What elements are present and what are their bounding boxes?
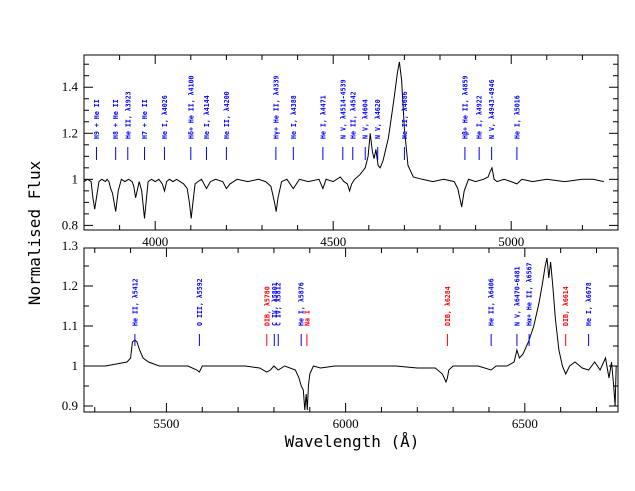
line-id-label: DIB, λ5780 — [263, 286, 271, 326]
x-tick-label: 5500 — [153, 416, 179, 431]
line-id-label: He II, λ4542 — [349, 91, 357, 139]
y-tick-label: 1.3 — [62, 238, 78, 253]
x-axis-title: Wavelength (Å) — [285, 432, 420, 451]
y-axis-title: Normalised Flux — [25, 160, 44, 305]
spectrum-line — [83, 61, 604, 219]
y-tick-label: 0.8 — [62, 217, 78, 232]
line-id-label: C IV, λ5812 — [275, 282, 283, 326]
line-id-label: Hγ+ He II, λ4339 — [272, 75, 280, 139]
line-id-label: He II, λ4686 — [401, 91, 409, 139]
plot-frame — [83, 247, 619, 413]
spectrum-line — [87, 257, 617, 411]
line-id-label: He II, λ4200 — [223, 91, 231, 139]
line-id-label: He I, λ4026 — [161, 95, 169, 139]
line-id-label: H7 + He II — [141, 99, 149, 139]
x-tick-label: 6000 — [333, 416, 359, 431]
line-id-label: He I, λ4922 — [476, 95, 484, 139]
line-id-label: N V, λ6470-6481 — [513, 266, 521, 326]
line-id-label: He I, λ5876 — [298, 282, 306, 326]
y-tick-label: 1 — [72, 171, 79, 186]
line-id-label: N V, λ4620 — [374, 99, 382, 139]
x-tick-label: 4500 — [320, 234, 346, 249]
line-id-label: O III, λ5592 — [196, 278, 204, 326]
y-tick-label: 1.4 — [62, 79, 79, 94]
line-id-label: C IV, λ5801 — [271, 282, 279, 326]
line-id-label: He I, λ4388 — [290, 95, 298, 139]
line-id-label: DIB, λ6284 — [444, 286, 452, 326]
top-panel: 4000 4500 5000 0.8 1 1.2 1.4 H9 + He II H8 + He … — [62, 54, 619, 249]
line-id-label: He II, λ3923 — [124, 91, 132, 139]
y-tick-label: 1 — [72, 358, 79, 373]
line-id-label: He I, λ6678 — [585, 282, 593, 326]
y-tick-label: 0.9 — [62, 398, 78, 413]
line-id-label: He II, λ6406 — [488, 278, 496, 326]
line-id-label: N V, λ4514-4539 — [339, 79, 347, 139]
line-id-label: He I, λ4144 — [203, 95, 211, 139]
bottom-panel: 5500 6000 6500 0.9 1 1.1 1.2 1.3 He II, λ5412 O I… — [62, 238, 619, 431]
x-tick-label: 5000 — [498, 234, 524, 249]
line-id-label: Hβ+ He II, λ4859 — [461, 75, 469, 139]
line-id-label: DIB, λ6614 — [562, 286, 570, 326]
y-tick-label: 1.2 — [62, 125, 78, 140]
x-tick-label: 4000 — [142, 234, 168, 249]
line-id-label: N V, λ4604 — [362, 99, 370, 139]
line-id-label: He I, λ5016 — [513, 95, 521, 139]
line-id-label: Hδ+ He II, λ4100 — [187, 75, 195, 139]
line-id-label: Na I — [303, 310, 311, 326]
line-id-label: He II, λ5412 — [131, 278, 139, 326]
x-tick-label: 6500 — [512, 416, 538, 431]
line-id-label: H9 + He II — [93, 99, 101, 139]
y-tick-label: 1.2 — [62, 278, 78, 293]
y-tick-label: 1.1 — [62, 318, 78, 333]
line-id-label: N V, λ4943-4946 — [488, 79, 496, 139]
plot-frame — [83, 54, 619, 231]
line-id-label: H8 + He II — [112, 99, 120, 139]
line-id-label: He I, λ4471 — [319, 95, 327, 139]
line-id-label: Hα+ He II, λ6567 — [526, 262, 534, 326]
